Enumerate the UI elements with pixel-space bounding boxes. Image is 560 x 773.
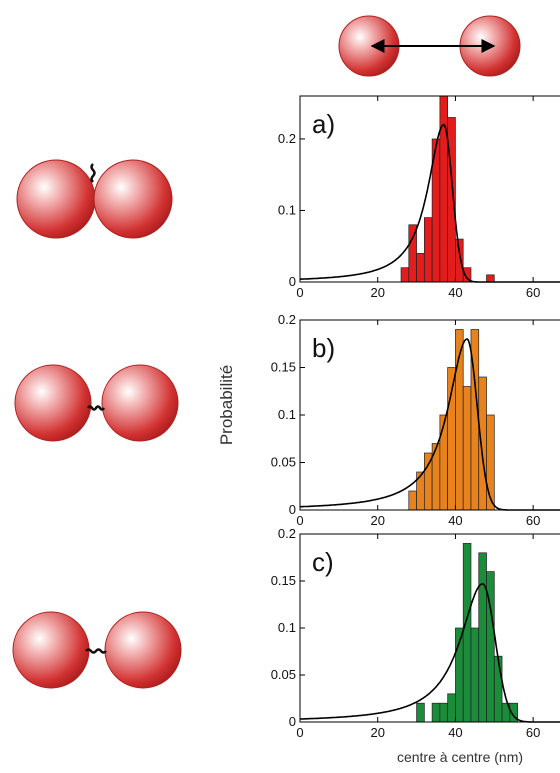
histogram-bar bbox=[470, 627, 480, 723]
x-tick-label: 40 bbox=[448, 513, 462, 528]
y-tick-label: 0.15 bbox=[271, 573, 296, 588]
y-tick-label: 0.05 bbox=[271, 455, 296, 470]
x-tick-label: 0 bbox=[296, 513, 303, 528]
y-tick-label: 0.2 bbox=[278, 312, 296, 327]
dimer-b-linker bbox=[86, 405, 106, 411]
x-tick-label: 60 bbox=[526, 513, 540, 528]
y-tick-label: 0.1 bbox=[278, 202, 296, 217]
fit-curve bbox=[300, 582, 560, 723]
x-tick-label: 20 bbox=[370, 513, 384, 528]
y-tick-label: 0.05 bbox=[271, 667, 296, 682]
x-axis-label: centre à centre (nm) bbox=[397, 749, 523, 765]
x-tick-label: 40 bbox=[448, 725, 462, 740]
histogram-bar bbox=[455, 238, 464, 283]
panel-2: 0 20 40 60 0 0.05 0.1 0.15 0.2 b) bbox=[271, 312, 560, 528]
dimer-a-sphere-right bbox=[93, 159, 173, 239]
histogram-bar bbox=[486, 274, 495, 283]
panel-label: b) bbox=[312, 333, 335, 363]
histogram-bar bbox=[462, 543, 472, 723]
dimer-b-diagram bbox=[14, 364, 179, 442]
x-tick-label: 20 bbox=[370, 725, 384, 740]
axes-frame bbox=[299, 95, 560, 283]
histogram-bar bbox=[408, 490, 417, 511]
histogram-bar bbox=[439, 414, 449, 511]
dimer-a-linker bbox=[90, 163, 96, 183]
dimer-c-sphere-right bbox=[104, 611, 182, 689]
dimer-a-sphere-left bbox=[16, 159, 96, 239]
y-tick-label: 0 bbox=[289, 502, 296, 517]
histogram-panels: 0 20 40 60 0 0.1 0.2 a) 0 20 40 60 0 0.05 0.1 0.15 0.2 b)… bbox=[271, 95, 560, 740]
panel-3: 0 20 40 60 0 0.05 0.1 0.15 0.2 c) bbox=[271, 526, 560, 740]
dimer-c-sphere-left bbox=[12, 611, 90, 689]
dimer-a-diagram bbox=[16, 159, 173, 239]
x-tick-label: 20 bbox=[370, 285, 384, 300]
x-tick-label: 60 bbox=[526, 725, 540, 740]
x-tick-label: 0 bbox=[296, 725, 303, 740]
histogram-bar bbox=[478, 376, 487, 511]
histogram-bar bbox=[423, 217, 433, 283]
x-tick-label: 60 bbox=[526, 285, 540, 300]
y-axis-label: Probabilité bbox=[217, 365, 236, 445]
dimer-b-sphere-left bbox=[14, 364, 92, 442]
panel-1: 0 20 40 60 0 0.1 0.2 a) bbox=[278, 95, 560, 300]
histogram-bar bbox=[431, 702, 441, 723]
panel-label: c) bbox=[312, 547, 334, 577]
histogram-bar bbox=[416, 702, 425, 723]
histogram-bar bbox=[423, 452, 433, 511]
histogram-bar bbox=[416, 253, 425, 283]
y-tick-label: 0.15 bbox=[271, 360, 296, 375]
panel-label: a) bbox=[312, 109, 335, 139]
x-tick-label: 40 bbox=[448, 285, 462, 300]
dimer-c-linker bbox=[85, 648, 107, 654]
y-tick-label: 0 bbox=[289, 714, 296, 729]
y-tick-label: 0.1 bbox=[278, 407, 296, 422]
histogram-bar bbox=[462, 386, 472, 511]
y-tick-label: 0.2 bbox=[278, 131, 296, 146]
dimer-c-diagram bbox=[12, 611, 182, 689]
y-tick-label: 0.2 bbox=[278, 526, 296, 541]
center-distance-diagram bbox=[338, 15, 521, 77]
y-tick-label: 0.1 bbox=[278, 620, 296, 635]
y-tick-label: 0 bbox=[289, 274, 296, 289]
histogram-bar bbox=[447, 693, 456, 723]
histogram-bar bbox=[400, 267, 410, 283]
histogram-bar bbox=[493, 655, 503, 723]
x-tick-label: 0 bbox=[296, 285, 303, 300]
histogram-bar bbox=[439, 702, 449, 723]
dimer-b-sphere-right bbox=[101, 364, 179, 442]
histogram-bar bbox=[478, 552, 487, 723]
